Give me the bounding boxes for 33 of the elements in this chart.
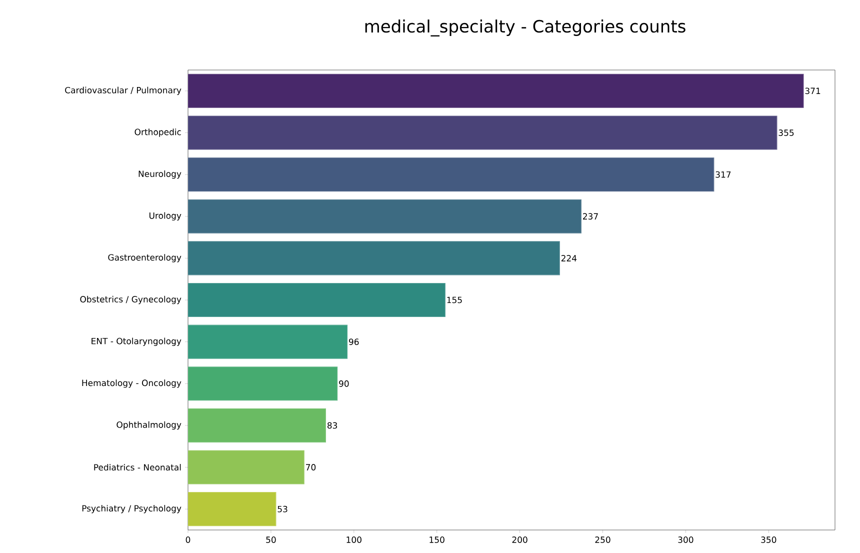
data-label: 53 xyxy=(278,506,288,512)
x-tick-label: 300 xyxy=(678,536,694,543)
chart-title: medical_specialty - Categories counts xyxy=(365,20,686,36)
x-tick-label: 200 xyxy=(512,536,528,543)
y-tick-label: Hematology - Oncology xyxy=(82,380,182,388)
y-tick-label: Urology xyxy=(149,212,182,220)
bar xyxy=(188,199,582,234)
data-label: 155 xyxy=(447,296,462,304)
data-label: 371 xyxy=(805,88,820,94)
y-tick-label: Psychiatry / Psychology xyxy=(82,504,182,514)
x-tick-label: 150 xyxy=(430,536,444,543)
y-tick-label: Cardiovascular / Pulmonary xyxy=(65,86,182,96)
x-tick-label: 0 xyxy=(186,536,190,543)
y-tick-label: Pediatrics - Neonatal xyxy=(94,464,181,471)
data-label: 224 xyxy=(561,255,577,262)
data-label: 355 xyxy=(778,130,794,136)
data-label: 96 xyxy=(348,338,359,346)
y-tick-label: ENT - Otolaryngology xyxy=(92,338,182,346)
data-label: 83 xyxy=(327,422,338,429)
y-tick-label: Gastroenterology xyxy=(108,254,182,262)
data-label: 317 xyxy=(716,171,731,178)
y-tick-label: Obstetrics / Gynecology xyxy=(80,296,182,304)
y-tick-label: Neurology xyxy=(138,170,182,179)
x-tick-label: 250 xyxy=(595,536,610,543)
y-tick-label: Orthopedic xyxy=(134,128,181,137)
y-tick-label: Ophthalmology xyxy=(116,421,182,430)
x-tick-label: 350 xyxy=(761,536,776,543)
bar xyxy=(188,74,804,108)
data-label: 90 xyxy=(339,380,349,387)
data-label: 70 xyxy=(306,464,316,470)
data-label: 237 xyxy=(583,213,598,220)
x-tick-label: 50 xyxy=(266,536,276,543)
x-tick-label: 100 xyxy=(346,536,362,543)
